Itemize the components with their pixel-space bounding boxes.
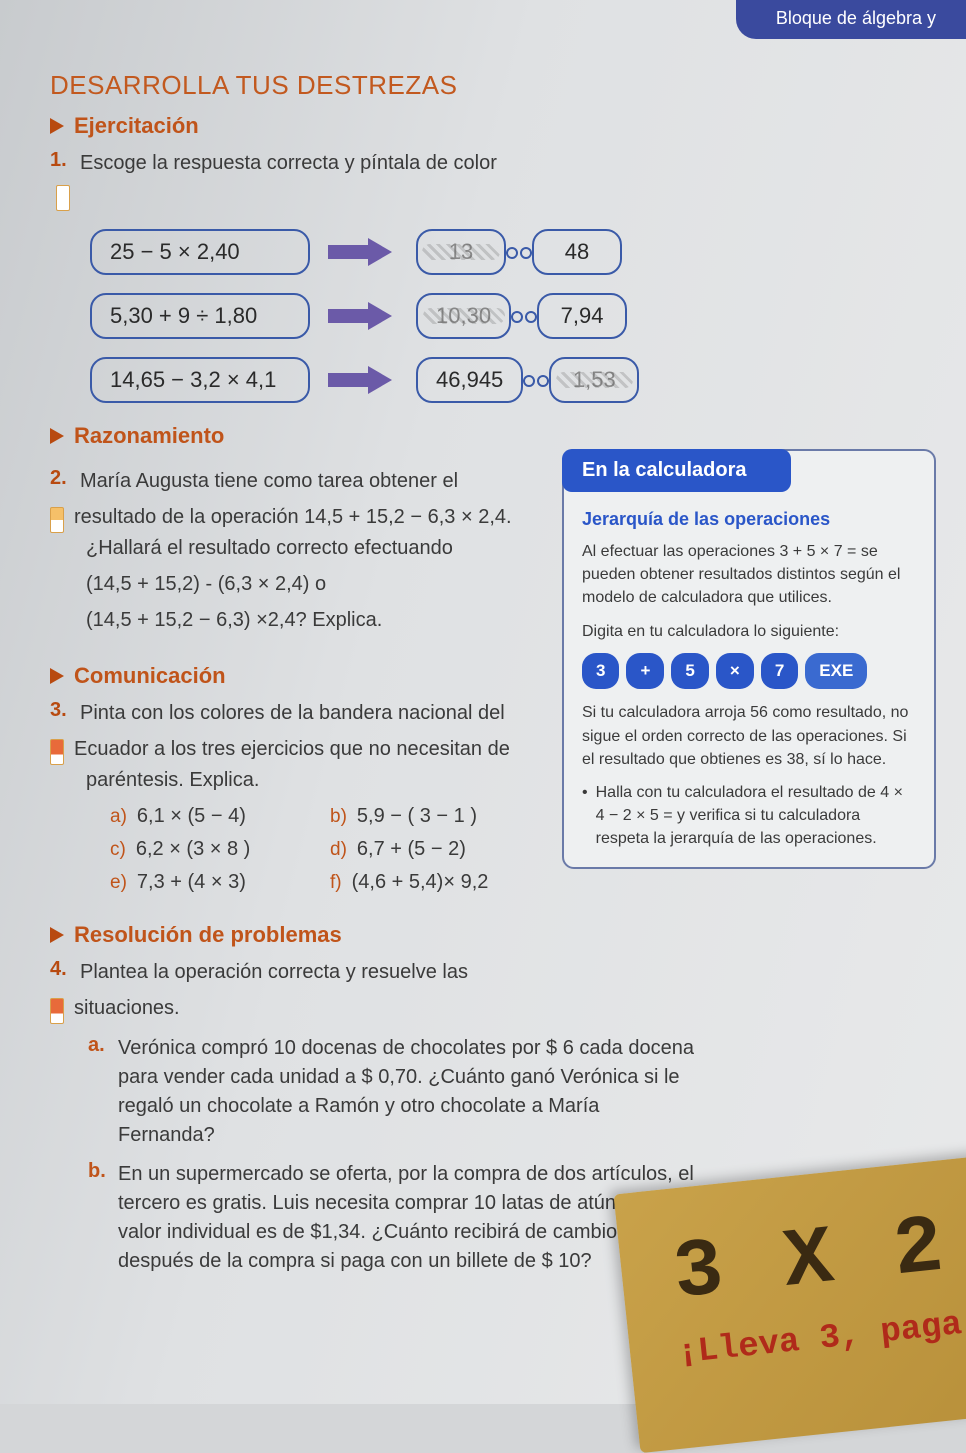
callout-paragraph: Digita en tu calculadora lo siguiente:: [582, 620, 916, 643]
section-title: Resolución de problemas: [74, 922, 342, 948]
calculator-callout: En la calculadora Jerarquía de las opera…: [562, 449, 936, 869]
option-letter: f): [330, 872, 342, 894]
section-title: Ejercitación: [74, 113, 199, 139]
difficulty-icon: [56, 185, 70, 211]
option-expression: 7,3 + (4 × 3): [137, 871, 246, 894]
bullet-icon: [50, 927, 64, 943]
option-expression: 6,2 × (3 × 8 ): [136, 838, 251, 861]
callout-heading: En la calculadora: [562, 449, 791, 492]
section-ejercitacion: Ejercitación: [50, 113, 936, 139]
section-razonamiento: Razonamiento: [50, 423, 936, 449]
question-number: 1.: [50, 149, 72, 172]
arrow-icon: [328, 366, 398, 394]
expression-pill: 5,30 + 9 ÷ 1,80: [90, 293, 310, 339]
expression-pill: 14,65 − 3,2 × 4,1: [90, 357, 310, 403]
calc-key[interactable]: 5: [671, 653, 708, 690]
difficulty-icon: [50, 507, 64, 533]
answer-option[interactable]: 7,94: [537, 293, 627, 339]
header-tab: Bloque de álgebra y: [736, 0, 966, 39]
bullet-dot-icon: •: [582, 781, 588, 851]
promo-sticker: 3 X 2 ¡Lleva 3, paga: [613, 1155, 966, 1453]
section-comunicacion: Comunicación: [50, 663, 550, 689]
option-letter: d): [330, 839, 347, 861]
calc-key[interactable]: +: [626, 653, 664, 690]
question-text: Plantea la operación correcta y resuelve…: [80, 958, 468, 986]
option-letter: a): [110, 806, 127, 828]
difficulty-icon: [50, 998, 64, 1024]
bullet-icon: [50, 118, 64, 134]
callout-bullet-text: Halla con tu calculadora el resultado de…: [596, 781, 916, 851]
question-number: 2.: [50, 467, 72, 490]
option-letter: e): [110, 872, 127, 894]
question-text: Pinta con los colores de la bandera naci…: [80, 699, 505, 727]
expression-text: (14,5 + 15,2 − 6,3) ×2,4? Explica.: [86, 605, 550, 635]
answer-option[interactable]: 13: [416, 229, 506, 275]
question-number: 4.: [50, 958, 72, 981]
answer-option[interactable]: 1,53: [549, 357, 639, 403]
question-text: María Augusta tiene como tarea obtener e…: [80, 467, 458, 495]
question-text: ¿Hallará el resultado correcto efectuand…: [86, 533, 550, 563]
difficulty-icon: [50, 739, 64, 765]
bullet-icon: [50, 428, 64, 444]
option-letter: b): [330, 806, 347, 828]
options-grid: a) 6,1 × (5 − 4) b) 5,9 − ( 3 − 1 ) c) 6,2 …: [110, 805, 550, 894]
subitem-letter: b.: [88, 1160, 108, 1276]
question-text: paréntesis. Explica.: [86, 765, 550, 795]
expression-rows: 25 − 5 × 2,40 13 48 5,30 + 9 ÷ 1,80 10,3…: [90, 229, 936, 403]
answer-option[interactable]: 10,30: [416, 293, 511, 339]
calculator-keys: 3 + 5 × 7 EXE: [582, 653, 916, 690]
arrow-icon: [328, 302, 398, 330]
callout-paragraph: Si tu calculadora arroja 56 como resulta…: [582, 701, 916, 771]
subitem-text: En un supermercado se oferta, por la com…: [118, 1160, 698, 1276]
option-letter: c): [110, 839, 126, 861]
question-text: resultado de la operación 14,5 + 15,2 − …: [74, 503, 512, 533]
page-title: DESARROLLA TUS DESTREZAS: [50, 70, 936, 101]
question-text: situaciones.: [74, 994, 180, 1024]
arrow-icon: [328, 238, 398, 266]
option-expression: 5,9 − ( 3 − 1 ): [357, 805, 477, 828]
option-expression: (4,6 + 5,4)× 9,2: [352, 871, 489, 894]
option-expression: 6,7 + (5 − 2): [357, 838, 466, 861]
calc-key[interactable]: 7: [761, 653, 798, 690]
expression-text: (14,5 + 15,2) - (6,3 × 2,4) o: [86, 569, 550, 599]
connector-icon: [527, 379, 545, 381]
expression-pill: 25 − 5 × 2,40: [90, 229, 310, 275]
calc-key[interactable]: 3: [582, 653, 619, 690]
option-expression: 6,1 × (5 − 4): [137, 805, 246, 828]
subitem-text: Verónica compró 10 docenas de chocolates…: [118, 1034, 698, 1150]
bullet-icon: [50, 668, 64, 684]
answer-option[interactable]: 48: [532, 229, 622, 275]
section-title: Comunicación: [74, 663, 226, 689]
callout-subtitle: Jerarquía de las operaciones: [582, 506, 916, 532]
question-text: Escoge la respuesta correcta y píntala d…: [80, 149, 497, 177]
question-number: 3.: [50, 699, 72, 722]
answer-option[interactable]: 46,945: [416, 357, 523, 403]
subitem-letter: a.: [88, 1034, 108, 1150]
calc-key[interactable]: ×: [716, 653, 754, 690]
connector-icon: [510, 251, 528, 253]
calc-key-exe[interactable]: EXE: [805, 653, 867, 690]
section-title: Razonamiento: [74, 423, 224, 449]
section-resolucion: Resolución de problemas: [50, 922, 936, 948]
question-text: Ecuador a los tres ejercicios que no nec…: [74, 735, 510, 765]
promo-headline: 3 X 2: [638, 1197, 966, 1325]
connector-icon: [515, 315, 533, 317]
callout-paragraph: Al efectuar las operaciones 3 + 5 × 7 = …: [582, 540, 916, 610]
